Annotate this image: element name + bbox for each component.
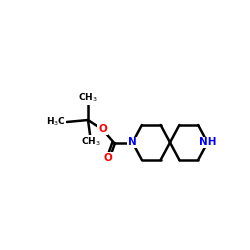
Text: CH$_3$: CH$_3$	[78, 92, 98, 104]
Text: NH: NH	[199, 138, 216, 147]
Text: O: O	[104, 153, 112, 163]
Text: H$_3$C: H$_3$C	[46, 116, 66, 128]
Text: N: N	[128, 138, 137, 147]
Text: O: O	[98, 124, 107, 134]
Text: CH$_3$: CH$_3$	[81, 136, 100, 148]
